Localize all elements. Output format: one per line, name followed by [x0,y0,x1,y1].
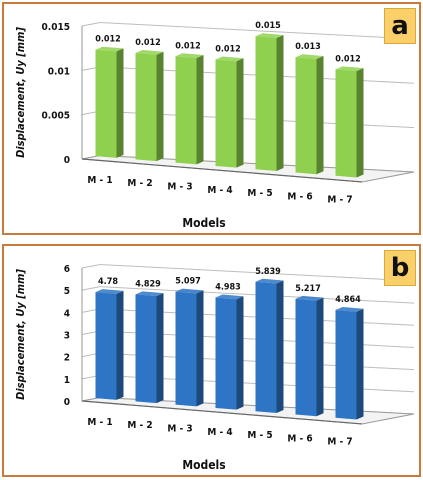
chart-b-data-label: 4.78 [98,277,118,287]
panel-b-badge: b [384,250,416,286]
chart-b-ytick-label: 6 [64,264,70,275]
chart-a-ytick-label: 0.015 [42,22,70,33]
chart-b-ytick-label: 3 [64,331,70,342]
chart-b-category-label: M - 2 [127,420,152,431]
panel-a-badge: a [384,8,416,44]
chart-a-ytick-label: 0.01 [48,66,70,77]
chart-b-ytick-label: 2 [64,353,70,364]
chart-b-bar-top [295,295,324,301]
chart-a-category-label: M - 7 [327,195,352,206]
chart-a-bar-side [276,34,284,171]
chart-b-bar-top [135,291,164,297]
chart-a-category-label: M - 4 [207,185,232,196]
chart-b-category-label: M - 5 [247,430,272,441]
chart-a-data-label: 0.015 [255,21,281,31]
chart-b-bar [215,297,237,410]
chart-a-bar-top [335,66,364,72]
chart-b-bar-side [236,296,244,410]
chart-b-bar [295,298,317,417]
chart-a-svg: 0 0.005 0.01 0.015 0.012 M - 1 0.012 M - 2 0.012… [14,21,415,230]
chart-a-bar [175,56,197,165]
chart-a-bar-top [135,49,164,55]
chart-b-bar-top [215,294,244,300]
chart-a-bar [135,52,157,162]
chart-b-bar-side [156,293,164,404]
chart-b-side-gridline [81,264,101,269]
chart-b-category-label: M - 6 [287,433,312,444]
chart-b-data-label: 5.097 [175,277,201,287]
chart-b-bar-side [196,290,204,407]
chart-a-side-gridline [81,22,101,27]
chart-b-x-axis [81,400,363,425]
chart-a-ytick-label: 0.005 [42,111,70,122]
chart-a-data-label: 0.013 [295,42,321,52]
chart-a-y-axis-title: Displacement, Uy [mm] [14,27,27,158]
chart-panel-b: 0 1 2 3 4 5 6 4.78 M - 1 4.829 M - 2 5.097 M - 3 4.98… [2,244,421,477]
chart-a-bar-side [316,55,324,175]
chart-b-svg: 0 1 2 3 4 5 6 4.78 M - 1 4.829 M - 2 5.097 M - 3 4.98… [14,264,415,472]
chart-a-data-label: 0.012 [95,35,121,45]
chart-a-bar-top [215,56,244,62]
chart-b-ytick-label: 4 [64,308,70,319]
chart-a-data-label: 0.012 [335,54,361,64]
chart-a-category-label: M - 3 [167,182,192,193]
chart-a-bar-side [156,51,164,162]
chart-a-category-label: M - 2 [127,178,152,189]
chart-a-ytick-label: 0 [64,155,70,166]
chart-b-data-label: 4.983 [215,282,241,292]
chart-b-x-axis-title: Models [182,458,225,472]
chart-a-bar-side [196,54,204,165]
chart-a-category-label: M - 5 [247,188,272,199]
chart-a-x-axis [81,158,363,183]
chart-b-gridline [100,264,415,282]
chart-b-bar-side [276,280,284,413]
chart-a-bar-side [236,58,244,168]
chart-b-ytick-label: 1 [64,375,70,386]
chart-a-bar [95,49,117,158]
chart-a-category-label: M - 6 [287,191,312,202]
chart-b-ytick-label: 0 [64,397,70,408]
chart-b-category-label: M - 1 [87,417,112,428]
chart-b-bar-top [335,306,364,312]
chart-a-bar [335,69,357,178]
chart-b-bar [335,309,357,420]
chart-b-category-label: M - 4 [207,427,232,438]
chart-b-bar-top [95,289,124,294]
chart-a-bar [295,57,317,175]
chart-a-bar-side [356,68,364,178]
chart-b-bar [135,294,157,404]
chart-a-bar [215,59,237,168]
chart-b-bar [175,291,197,407]
chart-b-category-label: M - 7 [327,437,352,448]
chart-a-bar-top [175,53,204,58]
chart-b-bar-top [255,278,284,284]
chart-b-bar [255,281,277,413]
chart-b-side-gridline [81,286,101,291]
chart-a-bar-side [116,48,124,158]
chart-b-bar-side [356,308,364,420]
chart-a-bar [255,36,277,171]
chart-a-x-axis-title: Models [182,216,225,230]
chart-a-data-label: 0.012 [175,41,201,51]
chart-a-data-label: 0.012 [135,38,161,48]
chart-b-bar-top [175,288,204,294]
chart-a-category-label: M - 1 [87,175,112,186]
chart-b-y-axis-title: Displacement, Uy [mm] [14,269,27,400]
chart-a-gridline [100,22,415,40]
chart-b-category-label: M - 3 [167,424,192,435]
chart-b-data-label: 4.864 [335,295,361,305]
chart-a-data-label: 0.012 [215,45,241,55]
chart-b-data-label: 5.217 [295,284,321,294]
chart-b-bar-side [316,297,324,417]
chart-a-bar-top [295,54,324,59]
chart-a-bar-top [255,33,284,38]
chart-b-data-label: 5.839 [255,267,281,277]
chart-b-ytick-label: 5 [64,286,70,297]
chart-panel-a: 0 0.005 0.01 0.015 0.012 M - 1 0.012 M - 2 0.012… [2,2,421,235]
chart-b-bar [95,292,117,400]
chart-b-data-label: 4.829 [135,279,161,289]
chart-a-bar-top [95,46,124,52]
chart-b-bar-side [116,290,124,400]
